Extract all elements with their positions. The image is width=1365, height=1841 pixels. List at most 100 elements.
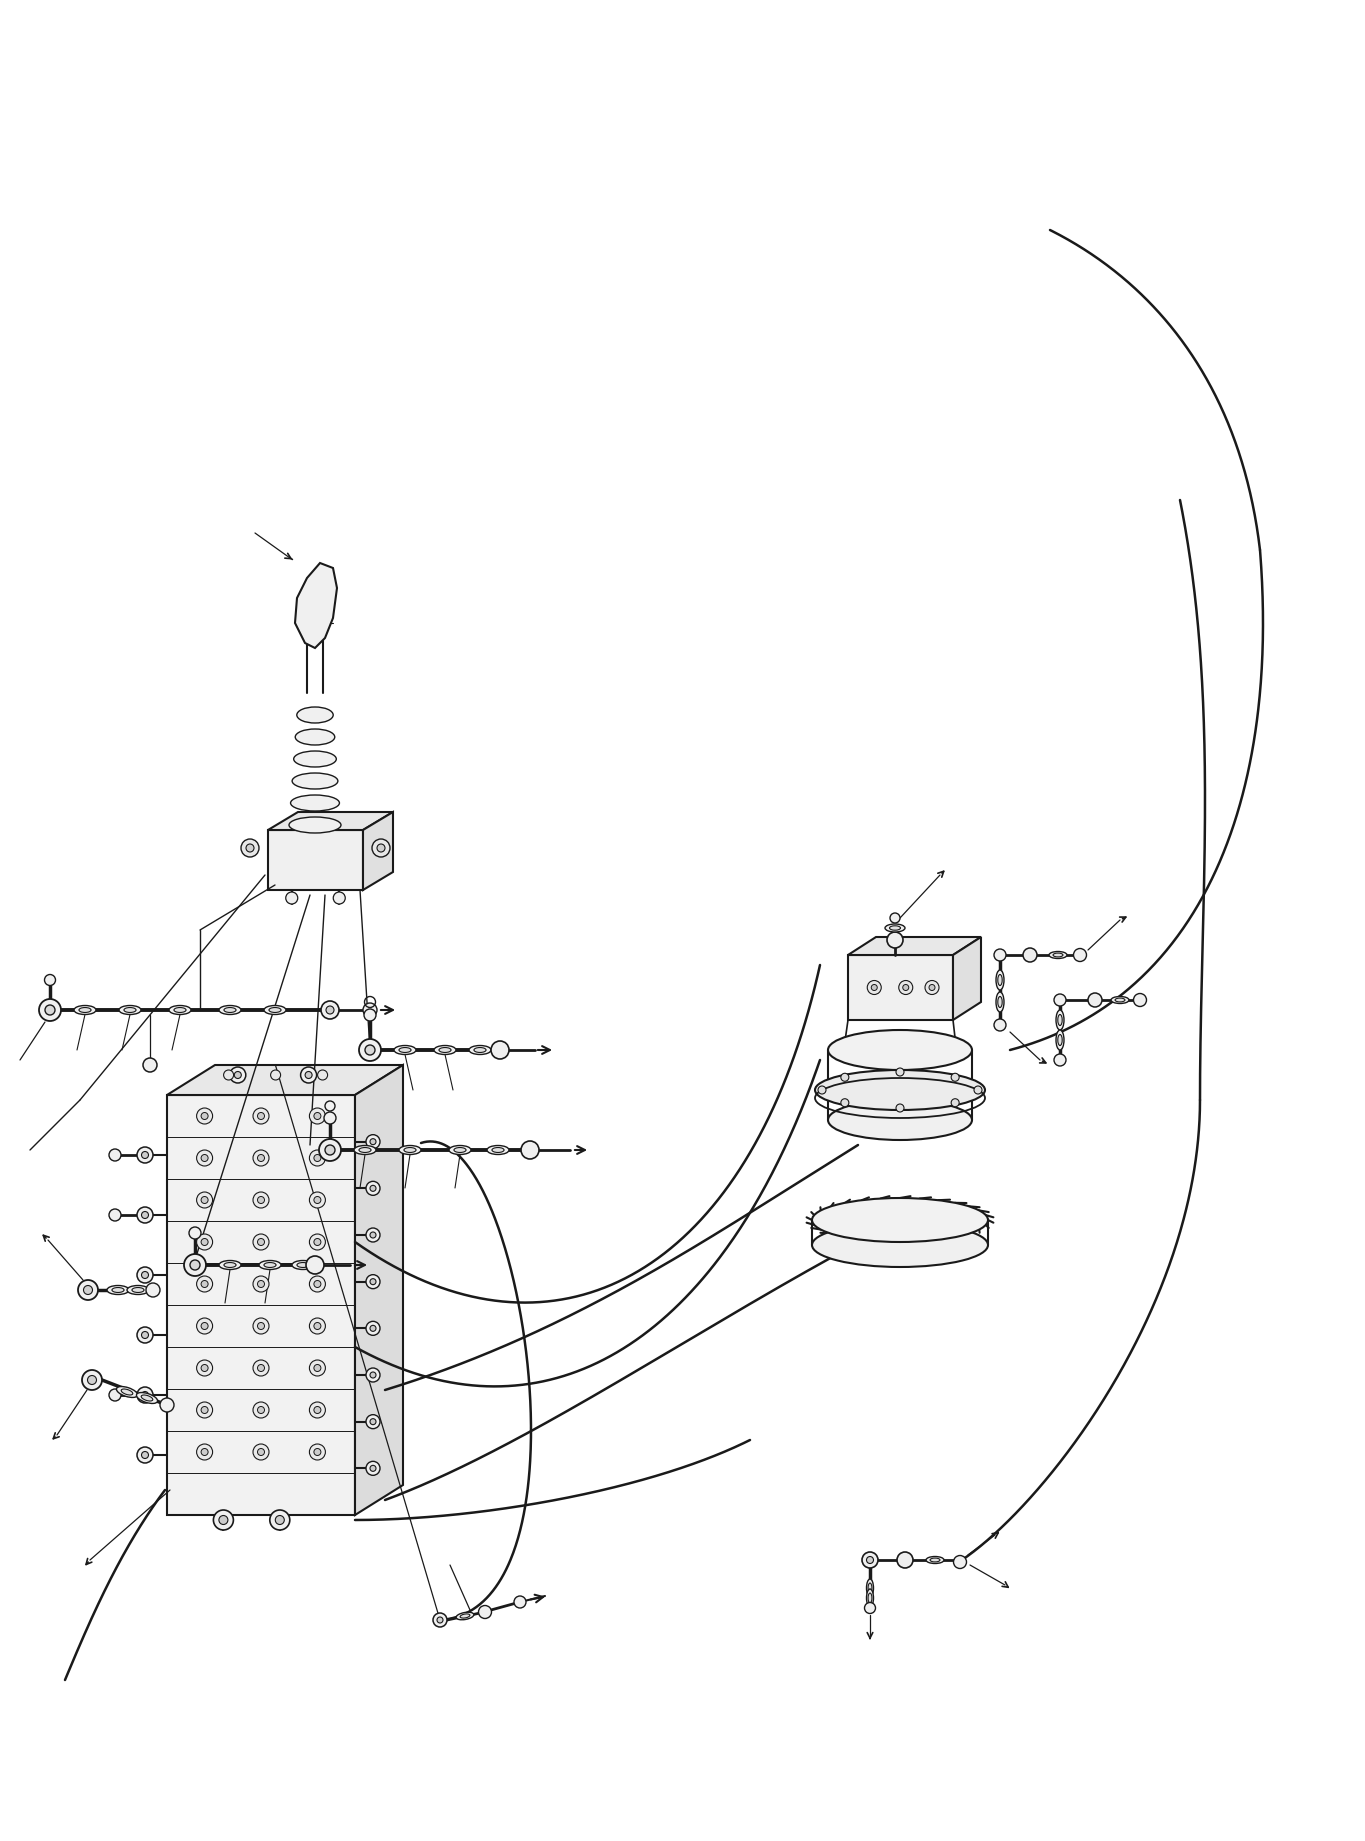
Circle shape [310, 1318, 325, 1335]
Ellipse shape [455, 1147, 465, 1152]
Circle shape [863, 1552, 878, 1569]
Ellipse shape [996, 992, 1005, 1013]
Ellipse shape [259, 1261, 281, 1270]
Polygon shape [848, 955, 953, 1020]
Ellipse shape [440, 1048, 450, 1053]
Circle shape [370, 1232, 375, 1237]
Circle shape [841, 1099, 849, 1106]
Ellipse shape [112, 1287, 124, 1292]
Polygon shape [268, 830, 363, 889]
Circle shape [895, 1105, 904, 1112]
Circle shape [201, 1239, 207, 1246]
Circle shape [285, 893, 298, 904]
Circle shape [143, 1059, 157, 1071]
Ellipse shape [404, 1147, 416, 1152]
Ellipse shape [106, 1285, 130, 1294]
Circle shape [142, 1392, 149, 1399]
Circle shape [45, 1005, 55, 1014]
Circle shape [229, 1068, 246, 1083]
Ellipse shape [491, 1147, 504, 1152]
Circle shape [184, 1254, 206, 1276]
Ellipse shape [812, 1198, 988, 1243]
Ellipse shape [867, 1580, 874, 1596]
Ellipse shape [930, 1557, 940, 1561]
Circle shape [951, 1099, 960, 1106]
Circle shape [218, 1515, 228, 1524]
Circle shape [867, 981, 882, 994]
Circle shape [314, 1449, 321, 1456]
Ellipse shape [1115, 998, 1125, 1002]
Circle shape [366, 1182, 379, 1195]
Polygon shape [295, 563, 337, 648]
Circle shape [1054, 1055, 1066, 1066]
Circle shape [213, 1510, 233, 1530]
Circle shape [83, 1285, 93, 1294]
Circle shape [363, 1003, 377, 1016]
Ellipse shape [456, 1613, 474, 1620]
Ellipse shape [293, 751, 336, 768]
Ellipse shape [812, 1222, 988, 1267]
Circle shape [314, 1197, 321, 1204]
Polygon shape [355, 1064, 403, 1515]
Ellipse shape [354, 1145, 375, 1154]
Circle shape [190, 1259, 201, 1270]
Circle shape [242, 839, 259, 858]
Circle shape [994, 948, 1006, 961]
Ellipse shape [487, 1145, 509, 1154]
Circle shape [136, 1267, 153, 1283]
Circle shape [253, 1233, 269, 1250]
Circle shape [109, 1388, 121, 1401]
Circle shape [201, 1449, 207, 1456]
Polygon shape [848, 937, 981, 955]
Circle shape [326, 1005, 334, 1014]
Ellipse shape [829, 1101, 972, 1140]
Circle shape [253, 1318, 269, 1335]
Ellipse shape [136, 1392, 157, 1403]
Ellipse shape [1058, 1014, 1062, 1025]
Circle shape [160, 1397, 173, 1412]
Ellipse shape [124, 1007, 136, 1013]
Circle shape [253, 1191, 269, 1208]
Circle shape [253, 1443, 269, 1460]
Circle shape [306, 1071, 313, 1079]
Polygon shape [167, 1064, 403, 1095]
Circle shape [310, 1443, 325, 1460]
Circle shape [951, 1073, 960, 1081]
Circle shape [201, 1364, 207, 1372]
Circle shape [235, 1071, 242, 1079]
Circle shape [136, 1208, 153, 1222]
Circle shape [197, 1233, 213, 1250]
Ellipse shape [224, 1007, 236, 1013]
Circle shape [864, 1602, 875, 1613]
Circle shape [1073, 948, 1087, 961]
Circle shape [197, 1403, 213, 1418]
Circle shape [366, 1322, 379, 1335]
Circle shape [433, 1613, 446, 1627]
Circle shape [87, 1375, 97, 1384]
Circle shape [366, 1462, 379, 1475]
Circle shape [1133, 994, 1147, 1007]
Circle shape [310, 1191, 325, 1208]
Circle shape [515, 1596, 526, 1607]
Circle shape [437, 1616, 444, 1624]
Circle shape [366, 1134, 379, 1149]
Ellipse shape [1058, 1035, 1062, 1046]
Ellipse shape [868, 1583, 872, 1592]
Ellipse shape [79, 1007, 91, 1013]
Circle shape [197, 1318, 213, 1335]
Circle shape [925, 981, 939, 994]
Ellipse shape [263, 1005, 287, 1014]
Ellipse shape [1052, 954, 1063, 957]
Polygon shape [167, 1095, 355, 1515]
Ellipse shape [269, 1007, 281, 1013]
Circle shape [364, 1009, 375, 1022]
Circle shape [366, 1368, 379, 1383]
Ellipse shape [292, 1261, 314, 1270]
Circle shape [370, 1465, 375, 1471]
Circle shape [321, 1002, 339, 1020]
Circle shape [314, 1281, 321, 1287]
Ellipse shape [996, 970, 1005, 990]
Circle shape [370, 1279, 375, 1285]
Ellipse shape [218, 1005, 242, 1014]
Ellipse shape [867, 1589, 874, 1607]
